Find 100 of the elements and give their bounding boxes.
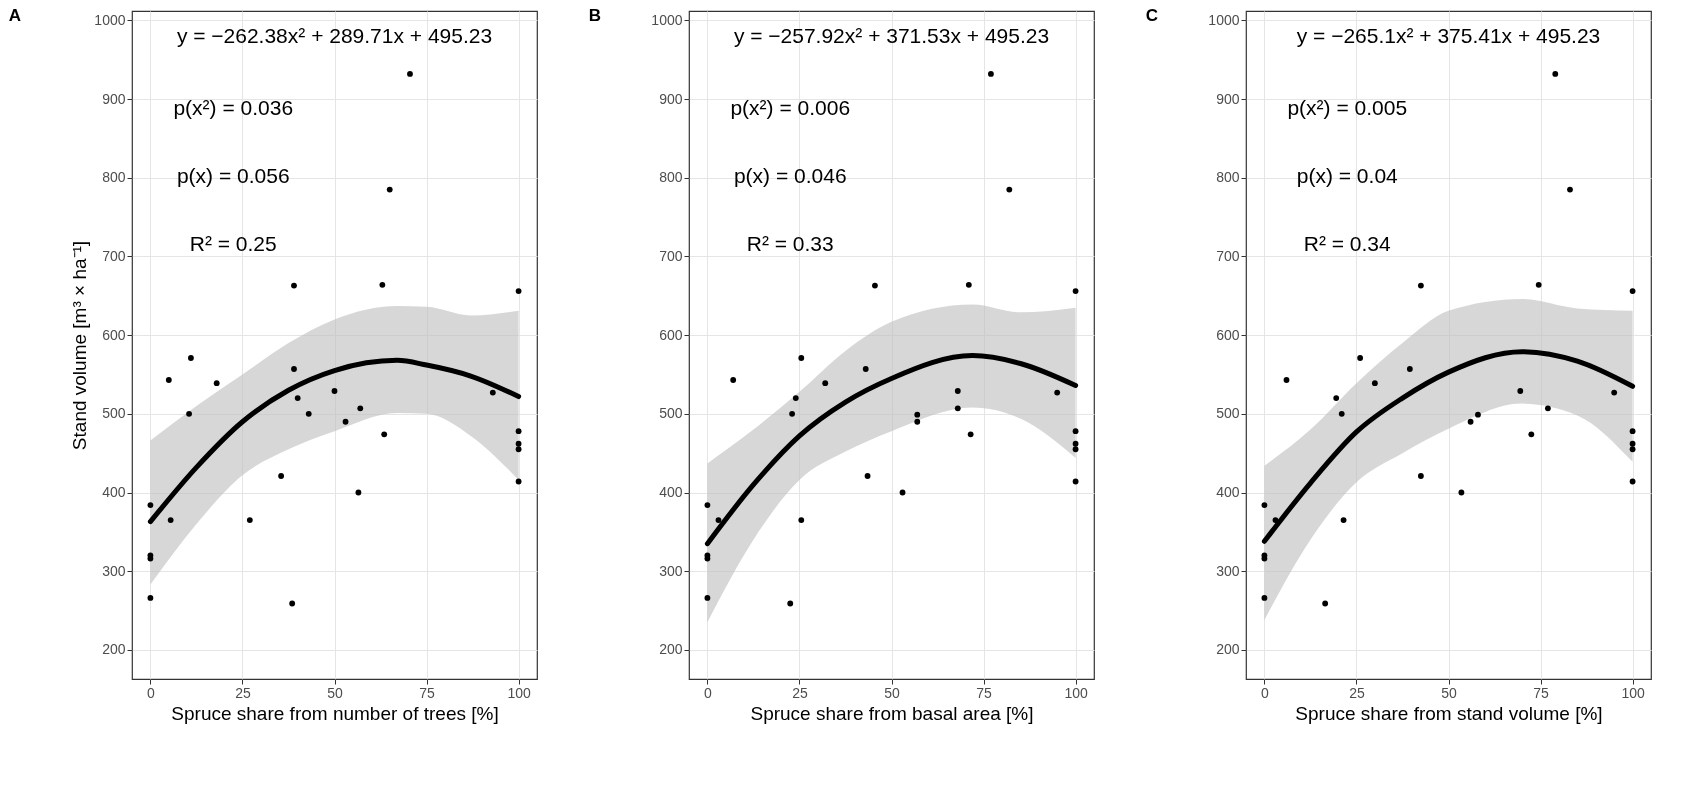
chart-title: A (8, 6, 22, 25)
y-tick-label: 1000 (651, 11, 683, 28)
point (1611, 389, 1618, 396)
point (1072, 428, 1079, 435)
point (355, 489, 362, 496)
point (1340, 517, 1347, 523)
point (1283, 377, 1290, 383)
point (246, 517, 253, 523)
y-tick-label: 500 (102, 405, 126, 422)
point (1006, 186, 1013, 193)
point (1322, 600, 1329, 607)
y-tick-label: 800 (102, 169, 126, 186)
annotation: R² = 0.33 (746, 232, 834, 255)
annotation: p(x) = 0.04 (1296, 164, 1399, 187)
y-tick-label: 600 (102, 326, 126, 343)
point (1517, 388, 1524, 394)
point (862, 366, 869, 372)
point (798, 355, 805, 361)
point (1417, 282, 1424, 289)
x-tick-label: 100 (507, 684, 531, 701)
point (1528, 431, 1535, 438)
point (291, 282, 297, 289)
annotation: p(x) = 0.046 (733, 164, 847, 187)
y-tick-label: 500 (1216, 405, 1240, 422)
point (515, 446, 522, 453)
point (1261, 502, 1268, 509)
y-tick-label: 700 (102, 247, 126, 264)
y-tick-label: 800 (659, 169, 683, 186)
point (1629, 288, 1636, 295)
point (147, 502, 154, 509)
point (987, 71, 994, 77)
point (704, 595, 711, 601)
point (1072, 440, 1079, 447)
point (1544, 405, 1551, 412)
x-tick-label: 25 (792, 684, 808, 701)
point (965, 281, 972, 288)
point (381, 431, 388, 438)
x-tick-label: 0 (704, 684, 713, 701)
point (864, 473, 871, 479)
point (1629, 478, 1636, 485)
point (730, 377, 737, 383)
point (278, 473, 285, 479)
y-tick-label: 400 (102, 484, 126, 501)
point (798, 517, 805, 523)
x-tick-label: 50 (1441, 684, 1457, 701)
point (899, 489, 906, 496)
y-axis-title: Stand volume [m³ × ha⁻¹] (69, 240, 91, 451)
annotation: R² = 0.25 (189, 232, 277, 255)
x-tick-label: 100 (1621, 684, 1645, 701)
point (1567, 186, 1573, 193)
y-tick-label: 400 (1216, 484, 1240, 501)
point (187, 355, 194, 361)
point (1406, 366, 1413, 372)
annotation: p(x²) = 0.005 (1287, 96, 1408, 119)
x-tick-label: 75 (976, 684, 993, 701)
point (294, 395, 301, 402)
point (789, 410, 796, 417)
y-tick-label: 900 (1216, 90, 1240, 107)
point (1371, 380, 1378, 387)
point (822, 380, 829, 387)
y-tick-label: 300 (659, 562, 683, 579)
annotation: y = −257.92x² + 371.53x + 495.23 (733, 24, 1050, 47)
point (792, 395, 799, 402)
y-tick-label: 1000 (1208, 11, 1240, 28)
point (515, 478, 522, 485)
x-tick-label: 0 (147, 684, 156, 701)
point (914, 411, 921, 418)
point (379, 281, 386, 288)
point (407, 71, 413, 77)
point (289, 600, 296, 607)
point (331, 388, 338, 394)
point (1333, 395, 1340, 402)
point (515, 288, 522, 295)
point (291, 366, 297, 372)
point (1072, 288, 1079, 295)
point (342, 418, 349, 425)
point (1261, 595, 1268, 601)
point (305, 410, 312, 417)
y-tick-label: 900 (102, 90, 126, 107)
y-tick-label: 500 (659, 405, 683, 422)
annotation: p(x²) = 0.006 (730, 96, 851, 119)
point (954, 405, 961, 412)
x-tick-label: 50 (327, 684, 343, 701)
y-tick-label: 700 (1216, 247, 1240, 264)
annotation: R² = 0.34 (1303, 232, 1392, 255)
chart-title: C (1145, 6, 1159, 25)
point (1475, 411, 1481, 418)
x-axis-title: Spruce share from basal area [%] (750, 702, 1034, 724)
point (1272, 517, 1279, 523)
y-tick-label: 300 (102, 562, 126, 579)
point (914, 418, 921, 425)
annotation: y = −265.1x² + 375.41x + 495.23 (1296, 24, 1601, 47)
y-tick-label: 200 (1216, 641, 1240, 658)
point (715, 517, 722, 523)
point (165, 377, 172, 383)
point (1629, 428, 1636, 435)
point (704, 502, 711, 509)
y-tick-label: 1000 (94, 11, 126, 28)
point (186, 410, 192, 417)
point (1357, 355, 1364, 361)
